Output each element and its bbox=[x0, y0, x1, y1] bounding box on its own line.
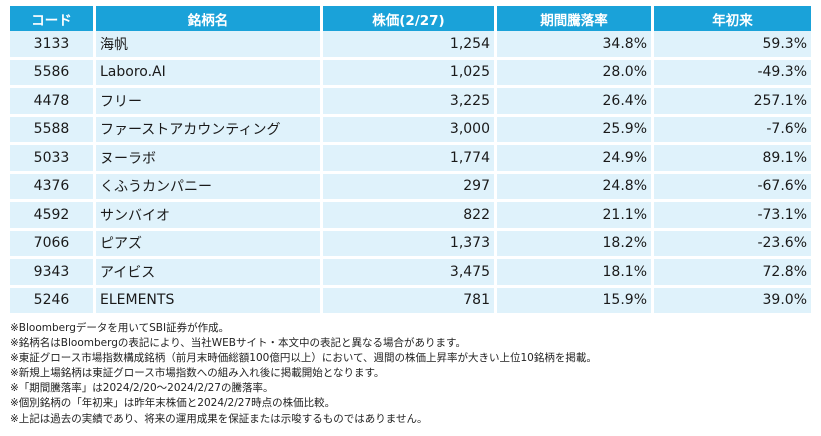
table-row: 4376 くふうカンパニー 297 24.8% -67.6% bbox=[10, 173, 811, 202]
footnote: ※個別銘柄の「年初来」は昨年末株価と2024/2/27時点の株価比較。 bbox=[10, 397, 336, 410]
cell-ytd: -23.6% bbox=[654, 230, 811, 259]
cell-price: 1,774 bbox=[323, 145, 497, 174]
footnote: ※「期間騰落率」は2024/2/20～2024/2/27の騰落率。 bbox=[10, 382, 274, 395]
table-row: 5033 ヌーラボ 1,774 24.9% 89.1% bbox=[10, 145, 811, 174]
cell-code: 5588 bbox=[10, 116, 96, 145]
cell-period-change: 21.1% bbox=[497, 202, 654, 231]
cell-price: 3,225 bbox=[323, 88, 497, 117]
cell-code: 5246 bbox=[10, 287, 96, 316]
cell-price: 781 bbox=[323, 287, 497, 316]
footnote: ※東証グロース市場指数構成銘柄（前月末時価総額100億円以上）において、週間の株… bbox=[10, 352, 597, 365]
cell-name: フリー bbox=[96, 88, 323, 117]
cell-name: ELEMENTS bbox=[96, 287, 323, 316]
cell-price: 1,373 bbox=[323, 230, 497, 259]
footnote: ※Bloombergデータを用いてSBI証券が作成。 bbox=[10, 322, 230, 334]
footnotes: ※Bloombergデータを用いてSBI証券が作成。 ※銘柄名はBloomber… bbox=[10, 321, 811, 427]
cell-name: ヌーラボ bbox=[96, 145, 323, 174]
cell-period-change: 24.9% bbox=[497, 145, 654, 174]
header-period-change: 期間騰落率 bbox=[497, 6, 654, 31]
cell-period-change: 15.9% bbox=[497, 287, 654, 316]
cell-period-change: 34.8% bbox=[497, 31, 654, 60]
cell-period-change: 18.1% bbox=[497, 259, 654, 288]
table-row: 9343 アイビス 3,475 18.1% 72.8% bbox=[10, 259, 811, 288]
cell-name: アイビス bbox=[96, 259, 323, 288]
ranking-table: コード 銘柄名 株価(2/27) 期間騰落率 年初来 3133 海帆 1,254 34… bbox=[10, 6, 811, 316]
cell-name: 海帆 bbox=[96, 31, 323, 60]
cell-ytd: -73.1% bbox=[654, 202, 811, 231]
header-price: 株価(2/27) bbox=[323, 6, 497, 31]
cell-code: 3133 bbox=[10, 31, 96, 60]
cell-name: ピアズ bbox=[96, 230, 323, 259]
table-row: 5246 ELEMENTS 781 15.9% 39.0% bbox=[10, 287, 811, 316]
header-code: コード bbox=[10, 6, 96, 31]
cell-price: 3,475 bbox=[323, 259, 497, 288]
table-row: 7066 ピアズ 1,373 18.2% -23.6% bbox=[10, 230, 811, 259]
cell-ytd: -49.3% bbox=[654, 59, 811, 88]
cell-price: 3,000 bbox=[323, 116, 497, 145]
cell-period-change: 28.0% bbox=[497, 59, 654, 88]
cell-name: くふうカンパニー bbox=[96, 173, 323, 202]
cell-price: 297 bbox=[323, 173, 497, 202]
cell-ytd: -7.6% bbox=[654, 116, 811, 145]
footnote: ※銘柄名はBloombergの表記により、当社WEBサイト・本文中の表記と異なる… bbox=[10, 337, 466, 350]
cell-period-change: 18.2% bbox=[497, 230, 654, 259]
cell-code: 7066 bbox=[10, 230, 96, 259]
cell-period-change: 24.8% bbox=[497, 173, 654, 202]
cell-ytd: 59.3% bbox=[654, 31, 811, 60]
table-row: 4478 フリー 3,225 26.4% 257.1% bbox=[10, 88, 811, 117]
cell-price: 1,025 bbox=[323, 59, 497, 88]
header-name: 銘柄名 bbox=[96, 6, 323, 31]
cell-name: Laboro.AI bbox=[96, 59, 323, 88]
cell-name: サンバイオ bbox=[96, 202, 323, 231]
cell-code: 5586 bbox=[10, 59, 96, 88]
cell-period-change: 26.4% bbox=[497, 88, 654, 117]
cell-code: 9343 bbox=[10, 259, 96, 288]
cell-name: ファーストアカウンティング bbox=[96, 116, 323, 145]
cell-ytd: 72.8% bbox=[654, 259, 811, 288]
cell-period-change: 25.9% bbox=[497, 116, 654, 145]
table-row: 3133 海帆 1,254 34.8% 59.3% bbox=[10, 31, 811, 60]
cell-ytd: 89.1% bbox=[654, 145, 811, 174]
header-ytd: 年初来 bbox=[654, 6, 811, 31]
cell-ytd: -67.6% bbox=[654, 173, 811, 202]
cell-code: 5033 bbox=[10, 145, 96, 174]
table-header-row: コード 銘柄名 株価(2/27) 期間騰落率 年初来 bbox=[10, 6, 811, 31]
cell-price: 822 bbox=[323, 202, 497, 231]
cell-code: 4376 bbox=[10, 173, 96, 202]
cell-price: 1,254 bbox=[323, 31, 497, 60]
cell-code: 4478 bbox=[10, 88, 96, 117]
footnote: ※新規上場銘柄は東証グロース市場指数への組み入れ後に掲載開始となります。 bbox=[10, 367, 385, 380]
cell-ytd: 257.1% bbox=[654, 88, 811, 117]
table-row: 5586 Laboro.AI 1,025 28.0% -49.3% bbox=[10, 59, 811, 88]
footnote: ※上記は過去の実績であり、将来の運用成果を保証または示唆するものではありません。 bbox=[10, 412, 428, 425]
table-body: 3133 海帆 1,254 34.8% 59.3% 5586 Laboro.AI 1,025 2… bbox=[10, 31, 811, 316]
table-row: 4592 サンバイオ 822 21.1% -73.1% bbox=[10, 202, 811, 231]
cell-code: 4592 bbox=[10, 202, 96, 231]
table-row: 5588 ファーストアカウンティング 3,000 25.9% -7.6% bbox=[10, 116, 811, 145]
cell-ytd: 39.0% bbox=[654, 287, 811, 316]
